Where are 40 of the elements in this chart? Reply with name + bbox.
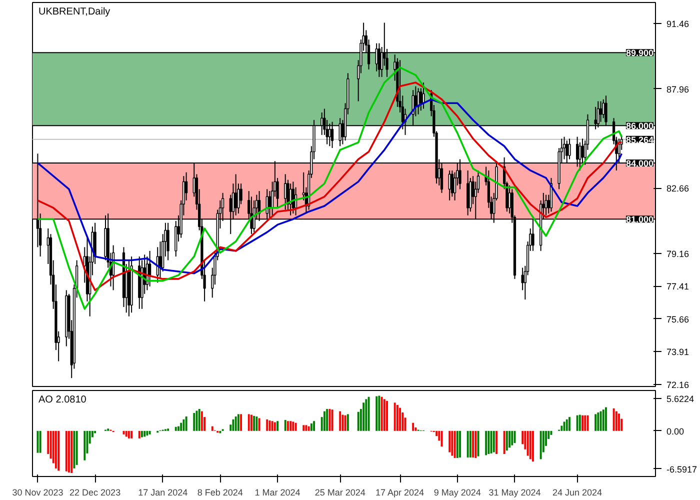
x-tick-label: 1 Mar 2024 bbox=[254, 488, 300, 498]
candlestick bbox=[166, 222, 170, 261]
candlestick bbox=[562, 136, 566, 160]
candlestick bbox=[599, 100, 602, 122]
ref-line-label: 81.000 bbox=[626, 214, 654, 225]
candlestick bbox=[284, 174, 287, 210]
candlestick bbox=[450, 170, 454, 198]
ref-line-label: 86.000 bbox=[626, 121, 654, 132]
x-tick-label: 9 May 2024 bbox=[434, 488, 481, 498]
x-tick-label: 30 Nov 2023 bbox=[12, 488, 64, 498]
y-tick-label: 87.96 bbox=[666, 84, 690, 94]
y-tick-label: 0.00 bbox=[666, 426, 684, 436]
y-tick-label: -6.5917 bbox=[666, 464, 698, 474]
y-tick-label: 72.16 bbox=[666, 380, 690, 390]
x-tick-label: 24 Jun 2024 bbox=[552, 488, 602, 498]
ref-line-label: 84.000 bbox=[626, 158, 654, 168]
candlestick bbox=[448, 170, 451, 201]
y-tick-label: 91.46 bbox=[666, 18, 690, 29]
ref-line-label: 89.900 bbox=[626, 48, 654, 58]
chart-title: AO 2.0810 bbox=[38, 394, 87, 406]
chart-title: UKBRENT,Daily bbox=[38, 6, 110, 18]
candlestick bbox=[568, 138, 571, 160]
x-tick-label: 22 Dec 2023 bbox=[70, 488, 121, 498]
candlestick bbox=[148, 250, 152, 287]
y-tick-label: 79.16 bbox=[666, 249, 690, 260]
candlestick bbox=[234, 174, 238, 216]
y-tick-label: 5.6224 bbox=[666, 394, 694, 404]
y-tick-label: 77.41 bbox=[666, 282, 690, 292]
x-tick-label: 31 May 2024 bbox=[488, 488, 541, 498]
x-tick-label: 17 Jan 2024 bbox=[138, 488, 188, 498]
x-tick-label: 17 Apr 2024 bbox=[376, 488, 424, 498]
ref-line-label: 85.264 bbox=[626, 134, 654, 145]
x-tick-label: 25 Mar 2024 bbox=[314, 488, 366, 498]
x-tick-label: 8 Feb 2024 bbox=[197, 488, 243, 498]
candlestick bbox=[422, 82, 425, 110]
y-tick-label: 82.66 bbox=[666, 184, 690, 194]
candlestick bbox=[544, 194, 548, 216]
y-tick-label: 73.91 bbox=[666, 347, 690, 358]
candlestick bbox=[184, 172, 188, 201]
y-tick-label: 75.66 bbox=[666, 314, 690, 324]
